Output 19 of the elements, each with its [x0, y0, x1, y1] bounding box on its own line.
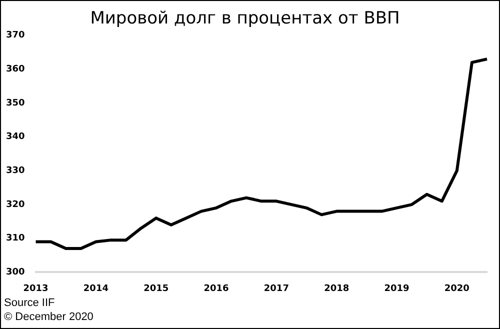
x-tick-label: 2014: [83, 284, 108, 294]
x-tick-label: 2016: [204, 284, 229, 294]
chart-title: Мировой долг в процентах от ВВП: [90, 8, 400, 29]
y-tick-label: 360: [6, 64, 25, 75]
y-tick-label: 310: [6, 234, 25, 244]
x-tick-label: 2019: [384, 284, 410, 294]
source-note: Source IIF: [4, 296, 56, 310]
y-tick-label: 320: [6, 200, 25, 210]
y-tick-label: 300: [6, 268, 25, 278]
x-tick-label: 2017: [264, 284, 289, 294]
y-tick-label: 350: [6, 98, 25, 108]
x-tick-label: 2013: [23, 284, 48, 294]
y-tick-label: 370: [6, 30, 25, 41]
x-tick-label: 2015: [144, 284, 169, 294]
x-tick-label: 2020: [444, 284, 470, 294]
y-tick-label: 330: [6, 166, 25, 176]
y-tick-label: 340: [6, 132, 25, 142]
x-tick-label: 2018: [324, 284, 350, 294]
text: © December 2020: [4, 310, 94, 324]
